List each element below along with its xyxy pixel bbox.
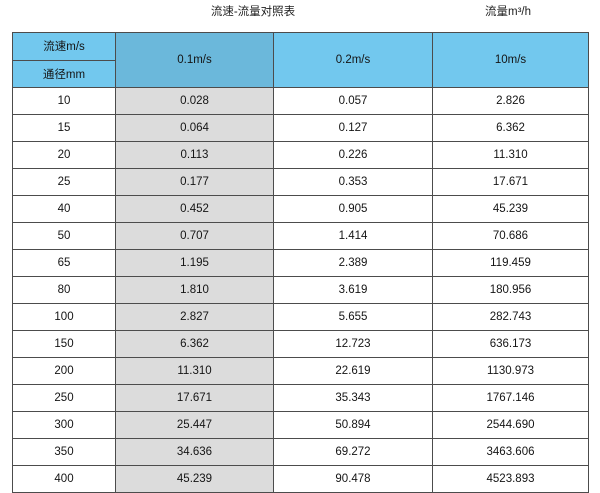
cell-flow-0-2: 50.894: [273, 411, 433, 439]
cell-flow-0-1: 0.707: [115, 222, 274, 250]
cell-flow-0-2: 0.057: [273, 87, 433, 115]
cell-flow-0-2: 0.226: [273, 141, 433, 169]
table-row: 350 34.636 69.272 3463.606: [12, 438, 589, 466]
cell-flow-10: 70.686: [432, 222, 589, 250]
cell-flow-0-1: 1.810: [115, 276, 274, 304]
cell-flow-0-1: 11.310: [115, 357, 274, 385]
chart-title: 流速-流量对照表: [210, 6, 296, 18]
table-header: 流速m/s 通径mm 0.1m/s 0.2m/s 10m/s: [12, 32, 589, 88]
cell-diameter: 50: [12, 222, 116, 250]
cell-flow-0-2: 1.414: [273, 222, 433, 250]
table-row: 150 6.362 12.723 636.173: [12, 330, 589, 358]
header-velocity-0-2: 0.2m/s: [273, 32, 433, 88]
header-corner-cell: 流速m/s 通径mm: [12, 32, 116, 88]
cell-flow-10: 282.743: [432, 303, 589, 331]
cell-flow-10: 11.310: [432, 141, 589, 169]
header-velocity-label: 流速m/s: [13, 33, 115, 61]
table-row: 400 45.239 90.478 4523.893: [12, 465, 589, 493]
cell-flow-0-1: 0.177: [115, 168, 274, 196]
cell-flow-10: 636.173: [432, 330, 589, 358]
cell-flow-10: 2.826: [432, 87, 589, 115]
cell-flow-0-2: 35.343: [273, 384, 433, 412]
cell-diameter: 40: [12, 195, 116, 223]
cell-flow-0-1: 0.028: [115, 87, 274, 115]
table-row: 25 0.177 0.353 17.671: [12, 168, 589, 196]
table-row: 65 1.195 2.389 119.459: [12, 249, 589, 277]
table-row: 15 0.064 0.127 6.362: [12, 114, 589, 142]
cell-flow-0-1: 0.452: [115, 195, 274, 223]
cell-flow-10: 45.239: [432, 195, 589, 223]
cell-diameter: 300: [12, 411, 116, 439]
cell-flow-0-1: 45.239: [115, 465, 274, 493]
cell-flow-0-2: 12.723: [273, 330, 433, 358]
cell-diameter: 150: [12, 330, 116, 358]
cell-diameter: 250: [12, 384, 116, 412]
table-row: 300 25.447 50.894 2544.690: [12, 411, 589, 439]
cell-flow-0-1: 6.362: [115, 330, 274, 358]
cell-flow-10: 17.671: [432, 168, 589, 196]
header-row: 流速m/s 通径mm 0.1m/s 0.2m/s 10m/s: [12, 32, 589, 88]
cell-diameter: 80: [12, 276, 116, 304]
cell-diameter: 100: [12, 303, 116, 331]
cell-diameter: 20: [12, 141, 116, 169]
cell-flow-0-2: 22.619: [273, 357, 433, 385]
table-row: 200 11.310 22.619 1130.973: [12, 357, 589, 385]
table-body: 10 0.028 0.057 2.826 15 0.064 0.127 6.362 20 0.11…: [12, 87, 589, 493]
table-row: 40 0.452 0.905 45.239: [12, 195, 589, 223]
cell-flow-0-2: 3.619: [273, 276, 433, 304]
header-diameter-label: 通径mm: [13, 60, 115, 87]
cell-flow-0-1: 25.447: [115, 411, 274, 439]
cell-flow-0-2: 90.478: [273, 465, 433, 493]
cell-diameter: 400: [12, 465, 116, 493]
cell-flow-0-1: 34.636: [115, 438, 274, 466]
cell-flow-0-1: 0.064: [115, 114, 274, 142]
cell-flow-0-2: 5.655: [273, 303, 433, 331]
cell-diameter: 10: [12, 87, 116, 115]
cell-flow-0-2: 69.272: [273, 438, 433, 466]
cell-flow-0-2: 0.127: [273, 114, 433, 142]
table-row: 20 0.113 0.226 11.310: [12, 141, 589, 169]
cell-flow-0-2: 0.905: [273, 195, 433, 223]
cell-flow-0-1: 1.195: [115, 249, 274, 277]
cell-flow-0-1: 17.671: [115, 384, 274, 412]
cell-flow-0-1: 0.113: [115, 141, 274, 169]
table-row: 50 0.707 1.414 70.686: [12, 222, 589, 250]
cell-diameter: 200: [12, 357, 116, 385]
table-row: 100 2.827 5.655 282.743: [12, 303, 589, 331]
table-row: 10 0.028 0.057 2.826: [12, 87, 589, 115]
cell-flow-10: 3463.606: [432, 438, 589, 466]
header-velocity-0-1: 0.1m/s: [115, 32, 274, 88]
cell-diameter: 25: [12, 168, 116, 196]
cell-flow-10: 1130.973: [432, 357, 589, 385]
cell-diameter: 350: [12, 438, 116, 466]
flow-table-container: 流速m/s 通径mm 0.1m/s 0.2m/s 10m/s 10 0.028 0.…: [12, 32, 589, 493]
cell-flow-10: 6.362: [432, 114, 589, 142]
cell-flow-10: 4523.893: [432, 465, 589, 493]
cell-flow-0-2: 0.353: [273, 168, 433, 196]
cell-flow-10: 119.459: [432, 249, 589, 277]
titles-bar: 流速-流量对照表 流量m³/h: [0, 0, 600, 32]
cell-diameter: 65: [12, 249, 116, 277]
cell-flow-10: 2544.690: [432, 411, 589, 439]
table-row: 80 1.810 3.619 180.956: [12, 276, 589, 304]
flow-unit-label: 流量m³/h: [485, 6, 531, 18]
cell-flow-0-2: 2.389: [273, 249, 433, 277]
cell-flow-10: 1767.146: [432, 384, 589, 412]
cell-diameter: 15: [12, 114, 116, 142]
table-row: 250 17.671 35.343 1767.146: [12, 384, 589, 412]
flow-rate-table: 流速m/s 通径mm 0.1m/s 0.2m/s 10m/s 10 0.028 0.…: [12, 32, 589, 493]
cell-flow-0-1: 2.827: [115, 303, 274, 331]
cell-flow-10: 180.956: [432, 276, 589, 304]
header-velocity-10: 10m/s: [432, 32, 589, 88]
